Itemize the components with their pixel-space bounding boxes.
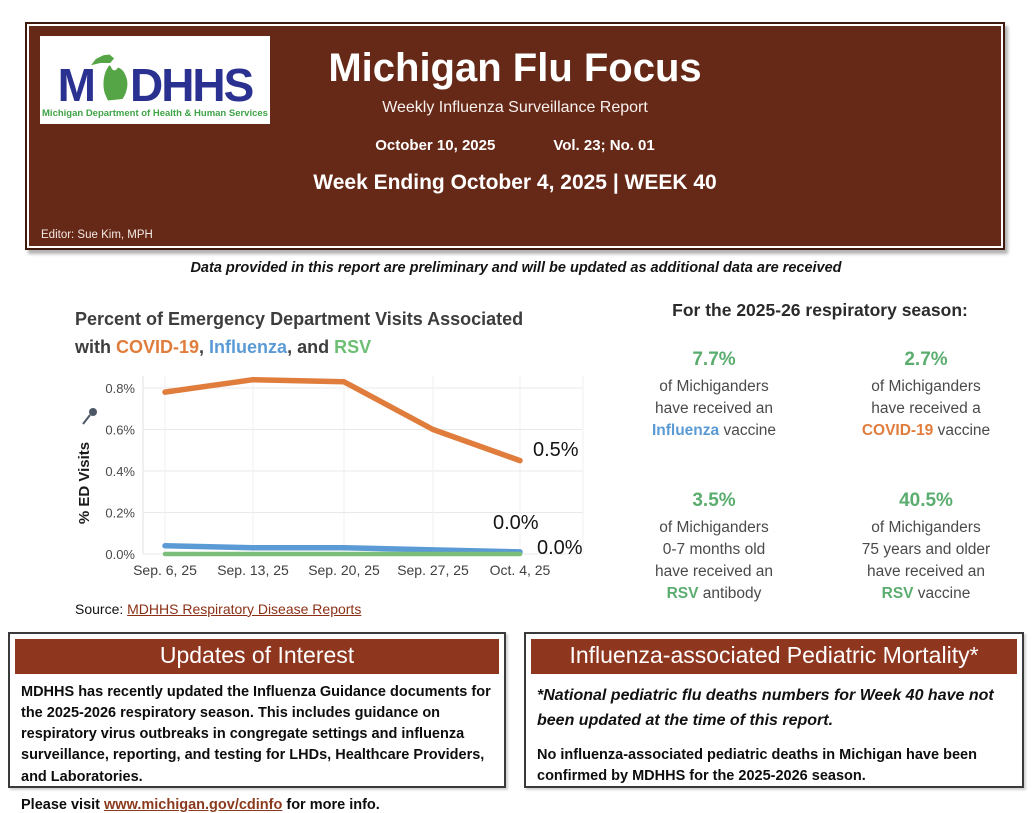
stat-percent: 2.7% [904,349,948,370]
source-link[interactable]: MDHHS Respiratory Disease Reports [127,600,362,617]
stat-line: 0-7 months old [662,540,766,558]
stat-line: of Michiganders [659,518,769,536]
disclaimer-note: Data provided in this report are prelimi… [190,260,842,276]
week-ending: Week Ending October 4, 2025 | WEEK 40 [313,171,717,194]
pin-icon [89,407,97,416]
page-title: Michigan Flu Focus [328,46,702,90]
stat-keyword: COVID-19 [861,421,934,439]
y-tick-label: 0.0% [105,547,135,562]
source-label: Source: [75,600,128,617]
issue-line: October 10, 2025 Vol. 23; No. 01 [27,137,1003,154]
michigan-map-icon [91,54,128,101]
mdhhs-logo: M DHHS Michigan Department of Health & H… [40,36,270,124]
stat-keyword: Influenza [651,421,720,439]
stat-keyword: RSV [666,584,699,602]
updates-box-visit-line: Please visit www.michigan.gov/cdinfo for… [10,788,504,813]
visit-suffix: for more info. [282,796,380,813]
volume-number: Vol. 23; No. 01 [553,137,655,154]
stat-line: of Michiganders [659,377,769,395]
line-chart: 0.0% 0.2% 0.4% 0.6% 0.8% Sep. 6, 25 Sep. 13, 2… [76,375,584,578]
vaccination-stats-panel: For the 2025-26 respiratory season: 7.7%… [616,300,1024,605]
mortality-box-note: *National pediatric flu deaths numbers f… [537,687,994,729]
stat-line: have received an [866,562,986,580]
stats-heading: For the 2025-26 respiratory season: [672,300,968,320]
stat-percent: 7.7% [692,349,736,370]
source-line: Source: MDHHS Respiratory Disease Report… [75,601,589,617]
rsv-end-label: 0.0% [537,537,583,559]
stat-line: have received an [654,562,774,580]
stat-line: 75 years and older [861,540,991,558]
pin-icon-needle [82,414,91,425]
stat-percent: 3.5% [692,489,736,511]
covid-19-line [162,376,523,464]
stat-rsv-vaccine: 40.5% of Michiganders 75 years and older… [828,488,1024,605]
x-tick-label: Sep. 20, 25 [308,562,380,578]
stat-influenza-vaccine: 7.7% of Michiganders have received an In… [616,347,812,442]
stat-line: of Michiganders [871,518,981,536]
stat-line: COVID-19 vaccine [828,420,1024,442]
updates-of-interest-box: Updates of Interest MDHHS has recently u… [8,632,506,813]
pediatric-mortality-box: Influenza-associated Pediatric Mortality… [524,632,1024,788]
stat-tail: vaccine [719,421,777,439]
stat-tail: antibody [698,584,762,602]
mdhhs-logotype: M DHHS [57,47,254,111]
chart-title-covid-keyword: COVID-19 [116,336,200,357]
chart-title-line1: Percent of Emergency Department Visits A… [75,309,524,329]
stat-tail: vaccine [913,584,971,602]
x-tick-label: Sep. 13, 25 [217,562,289,578]
ed-visits-section: Percent of Emergency Department Visits A… [75,306,589,617]
mortality-box-body: No influenza-associated pediatric deaths… [537,746,977,785]
issue-date: October 10, 2025 [375,137,496,154]
cdinfo-link[interactable]: www.michigan.gov/cdinfo [104,796,283,813]
updates-box-body: MDHHS has recently updated the Influenza… [21,684,491,785]
y-tick-label: 0.4% [105,464,135,479]
report-subtitle: Weekly Influenza Surveillance Report [382,99,648,116]
stats-grid: 7.7% of Michiganders have received an In… [616,347,1024,605]
mortality-box-title: Influenza-associated Pediatric Mortality… [531,639,1017,674]
logo-letters-dhhs: DHHS [129,58,254,111]
stat-line: RSV vaccine [828,583,1024,605]
influenza-line [162,542,523,555]
stat-keyword: RSV [881,584,914,602]
stat-line: RSV antibody [616,583,812,605]
visit-prefix: Please visit [21,796,105,813]
covid-19-end-label: 0.5% [533,439,579,461]
stat-line: of Michiganders [871,377,981,395]
chart-title-sep2: , and [287,336,335,357]
y-axis-label: % ED Visits [76,442,93,524]
chart-title-with: with [75,336,116,357]
chart-title-sep1: , [199,336,210,357]
editor-credit: Editor: Sue Kim, MPH [41,229,153,241]
header-text: Michigan Flu Focus Weekly Influenza Surv… [27,24,1003,195]
x-tick-label: Sep. 6, 25 [133,562,197,578]
chart-title-influenza-keyword: Influenza [209,336,288,357]
y-tick-label: 0.6% [105,422,135,437]
logo-letter-m: M [57,58,96,111]
updates-box-title: Updates of Interest [15,639,499,674]
logo-caption: Michigan Department of Health & Human Se… [42,108,268,119]
bottom-boxes: Updates of Interest MDHHS has recently u… [8,632,1024,813]
y-tick-label: 0.8% [105,381,135,396]
chart-title: Percent of Emergency Department Visits A… [75,306,589,362]
stat-rsv-antibody: 3.5% of Michiganders 0-7 months old have… [616,488,812,605]
stat-line: Influenza vaccine [616,420,812,442]
x-tick-label: Oct. 4, 25 [490,562,551,578]
influenza-end-label: 0.0% [493,512,539,534]
stat-line: have received a [871,399,981,417]
stat-percent: 40.5% [899,489,953,511]
chart-title-rsv-keyword: RSV [334,336,372,357]
stat-covid-vaccine: 2.7% of Michiganders have received a COV… [828,347,1024,442]
stat-line: have received an [654,399,774,417]
y-tick-label: 0.2% [105,505,135,520]
report-header: M DHHS Michigan Department of Health & H… [25,22,1005,250]
x-tick-label: Sep. 27, 25 [397,562,469,578]
stat-tail: vaccine [933,421,991,439]
